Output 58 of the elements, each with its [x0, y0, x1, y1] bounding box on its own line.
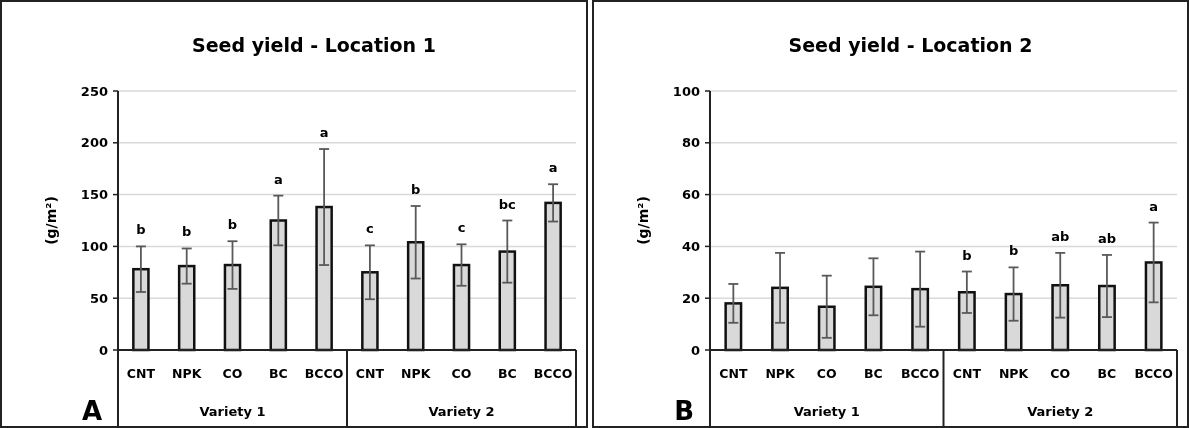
chart-title: Seed yield - Location 2	[788, 34, 1033, 56]
x-tick-label: CNT	[952, 366, 982, 381]
y-tick-label: 150	[80, 187, 108, 203]
x-tick-label: CO	[816, 366, 837, 381]
x-tick-label: BC	[268, 366, 288, 381]
text: Variety 2	[1027, 404, 1094, 419]
y-tick-label: 0	[690, 342, 700, 358]
y-tick-label: 100	[80, 238, 108, 254]
y-tick-label: 50	[89, 290, 108, 306]
bar	[724, 302, 743, 352]
annotation: b	[182, 224, 192, 240]
annotation: a	[548, 160, 558, 176]
annotation: c	[457, 220, 466, 236]
annotation: b	[136, 222, 146, 238]
y-tick-label: 250	[80, 83, 108, 99]
chart-title: Seed yield - Location 1	[192, 34, 436, 56]
x-tick-label: NPK	[172, 366, 203, 381]
y-tick-label: 80	[681, 135, 700, 151]
text: A	[81, 396, 102, 426]
annotation: b	[227, 217, 238, 233]
annotation: c	[366, 221, 374, 237]
annotation: a	[319, 125, 329, 141]
x-tick-label: BCCO	[1134, 366, 1173, 381]
y-axis-title: (g/m²)	[635, 196, 651, 245]
annotation: b	[962, 247, 972, 263]
y-tick-label: 40	[681, 238, 700, 254]
text: Variety 1	[199, 404, 266, 419]
text: Variety 1	[793, 404, 860, 419]
y-tick-label: 0	[98, 342, 108, 358]
annotation: b	[411, 182, 421, 197]
y-tick-label: 20	[681, 290, 700, 306]
x-tick-label: BC	[864, 366, 883, 381]
text: Variety 2	[428, 404, 495, 419]
x-tick-label: BCCO	[900, 366, 940, 381]
y-tick-label: 100	[672, 83, 700, 99]
x-tick-label: BCCO	[304, 366, 344, 381]
annotation: ab	[1097, 230, 1116, 246]
annotation: a	[1149, 198, 1159, 214]
x-tick-label: CO	[222, 366, 243, 381]
x-tick-label: CNT	[355, 366, 385, 381]
x-tick-label: CNT	[719, 366, 748, 381]
y-axis-title: (g/m²)	[43, 196, 59, 245]
text: B	[674, 396, 694, 426]
x-tick-label: NPK	[401, 366, 432, 381]
x-tick-label: BC	[497, 366, 517, 381]
x-tick-label: BC	[1097, 366, 1117, 381]
annotation: ab	[1051, 228, 1070, 244]
x-tick-label: CO	[1050, 366, 1071, 381]
y-tick-label: 200	[80, 135, 108, 151]
x-tick-label: NPK	[998, 366, 1030, 381]
x-tick-label: BCCO	[533, 366, 573, 381]
annotation: a	[273, 171, 283, 187]
x-tick-label: CO	[451, 366, 472, 381]
y-tick-label: 60	[681, 187, 700, 203]
annotation: b	[1008, 243, 1019, 259]
x-tick-label: NPK	[765, 366, 797, 381]
annotation: bc	[498, 196, 516, 212]
x-tick-label: CNT	[126, 366, 156, 381]
